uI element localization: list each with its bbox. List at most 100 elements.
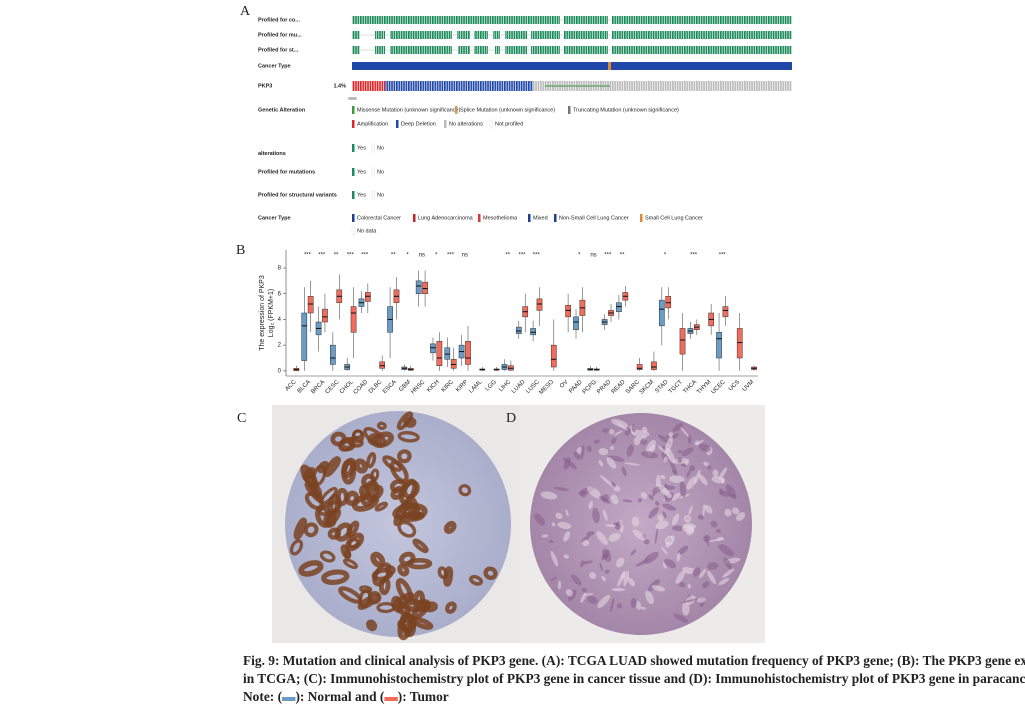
legend-label: No data — [357, 228, 377, 234]
tissue-spot — [580, 592, 587, 603]
tissue-spot — [565, 589, 573, 597]
tissue-spot — [341, 457, 357, 479]
tissue-spot — [609, 429, 615, 435]
significance: *** — [304, 253, 312, 259]
significance: *** — [318, 253, 326, 259]
tissue-spot — [611, 482, 616, 488]
tissue-spot — [586, 445, 592, 452]
tissue-spot — [631, 423, 636, 433]
legend-label: Truncating Mutation (unknown significanc… — [573, 107, 679, 113]
tissue-spot — [666, 458, 672, 463]
tissue-spot — [679, 481, 687, 498]
tissue-spot — [716, 536, 724, 541]
tissue-spot — [702, 581, 710, 589]
tissue-spot — [702, 504, 706, 517]
tissue-spot — [586, 531, 595, 537]
tissue-spot — [553, 486, 570, 492]
tissue-spot — [682, 598, 698, 603]
caption-part: Normal — [308, 689, 352, 704]
tissue-spot — [624, 462, 640, 466]
significance: *** — [690, 253, 698, 259]
legend-swatch — [371, 190, 375, 200]
tissue-spot — [609, 446, 614, 450]
legend-swatch — [413, 214, 416, 222]
tissue-spot — [687, 434, 692, 445]
legend-label: No — [377, 169, 384, 175]
tissue-spot — [565, 509, 569, 517]
y-tick-label: 6 — [278, 291, 282, 297]
box — [665, 296, 672, 309]
significance: *** — [533, 253, 541, 259]
x-tick-label: DLBC — [368, 379, 384, 395]
tissue-spot — [630, 598, 637, 608]
tissue-spot — [587, 595, 598, 604]
tissue-spot — [731, 507, 740, 515]
tissue-spot — [648, 506, 659, 519]
tissue-spot — [601, 576, 607, 582]
tissue-spot — [541, 534, 549, 538]
legend-swatch — [352, 168, 355, 176]
panel-label: A — [240, 4, 251, 19]
tissue-spot — [579, 490, 587, 498]
tissue-spot — [540, 491, 558, 500]
tissue-spot — [643, 539, 650, 545]
tissue-spot — [604, 569, 610, 574]
panel-d: D — [506, 405, 765, 643]
tissue-spot — [663, 456, 668, 463]
tissue-spot — [549, 539, 554, 543]
tissue-spot — [581, 535, 591, 543]
tissue-spot — [681, 447, 694, 457]
tissue-spot — [654, 528, 658, 545]
legend-label: Missense Mutation (unknown significance) — [357, 107, 460, 113]
tissue-spot — [563, 554, 570, 559]
caption-part: Note: ( — [243, 689, 283, 704]
tissue-spot — [615, 557, 625, 568]
tissue-spot — [710, 520, 718, 528]
tissue-spot — [720, 477, 725, 484]
legend-swatch — [371, 143, 375, 153]
legend-swatch — [352, 214, 355, 222]
x-tick-label: PCPG — [582, 379, 599, 396]
legend-label: Colorectal Cancer — [357, 215, 401, 221]
x-tick-label: LUAD — [511, 379, 527, 395]
tissue-spot — [640, 606, 646, 610]
legend-swatch — [568, 106, 571, 114]
box — [658, 299, 665, 327]
tissue-spot — [697, 514, 704, 520]
tissue-spot — [397, 431, 420, 443]
tissue-spot — [689, 568, 695, 571]
tissue-spot — [672, 513, 680, 526]
legend-title: Genetic Alteration — [258, 107, 306, 113]
tissue-spot — [389, 479, 407, 494]
legend-swatch — [396, 120, 399, 128]
tissue-spot — [614, 523, 621, 530]
track — [385, 81, 533, 91]
tissue-spot — [662, 511, 667, 519]
tissue-spot — [675, 570, 686, 584]
box — [573, 316, 579, 330]
significance: *** — [604, 253, 612, 259]
tissue-spot — [699, 568, 707, 579]
y-tick-label: 4 — [278, 317, 282, 323]
significance: ** — [334, 253, 339, 259]
tissue-spot — [697, 597, 706, 603]
box — [716, 332, 722, 359]
tissue-spot — [583, 560, 594, 565]
tissue-spot — [319, 550, 336, 563]
tissue-spot — [698, 443, 711, 452]
tissue-spot — [630, 549, 637, 556]
caption-part: and ( — [352, 689, 385, 704]
tissue-spot — [678, 582, 686, 588]
legend-icon: ▬ — [384, 689, 398, 704]
tissue-spot — [686, 476, 697, 490]
tissue-spot — [374, 501, 388, 512]
box — [565, 305, 571, 318]
tissue-spot — [704, 504, 713, 514]
track — [352, 46, 792, 54]
tissue-spot — [631, 429, 650, 438]
tissue-spot — [652, 492, 656, 497]
tissue-spot — [671, 469, 677, 475]
tissue-spot — [606, 456, 617, 469]
tissue-spot — [686, 469, 691, 478]
tissue-spot — [353, 458, 368, 474]
